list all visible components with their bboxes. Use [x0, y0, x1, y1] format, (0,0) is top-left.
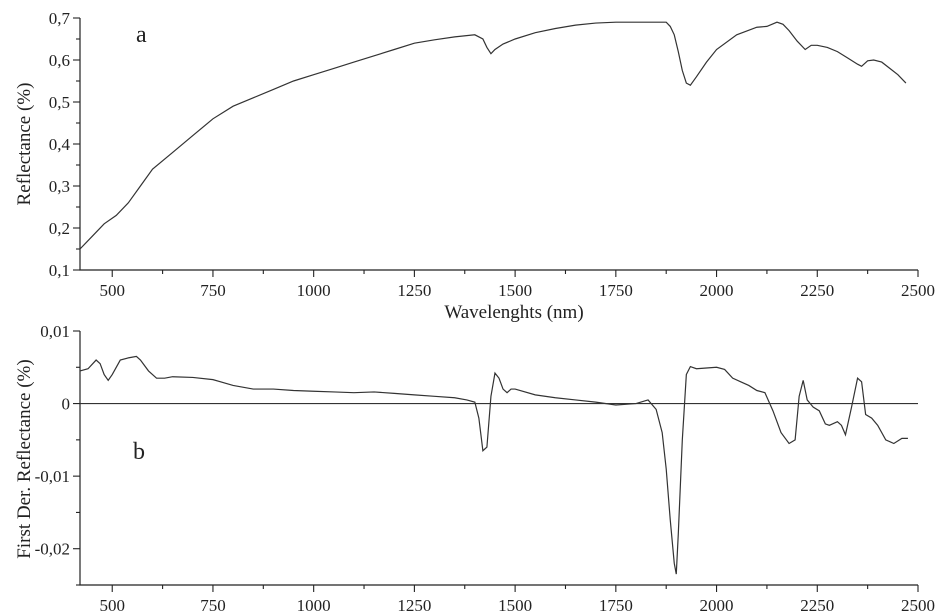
a-x-tick-label: 1500 [498, 281, 532, 300]
a-x-tick-label: 1250 [397, 281, 431, 300]
derivative-y-ticks: 0,01 0 -0,01 -0,02 [35, 322, 80, 586]
b-y-tick-label: 0,01 [40, 322, 70, 341]
reflectance-panel: 0,1 0,2 0,3 0,4 0,5 0,6 0,7 500 750 1000 1250 1500… [14, 9, 935, 323]
a-x-tick-label: 2000 [700, 281, 734, 300]
reflectance-series-line [79, 21, 907, 250]
a-y-tick-label: 0,1 [49, 261, 70, 280]
a-x-tick-label: 750 [200, 281, 226, 300]
derivative-y-axis-title: First Der. Reflectance (%) [14, 359, 35, 558]
first-derivative-panel: 0,01 0 -0,01 -0,02 500 750 1000 1250 1500 1750 20… [14, 322, 935, 615]
b-x-tick-label: 1500 [498, 596, 532, 615]
derivative-x-ticks: 500 750 1000 1250 1500 1750 2000 2250 2500 [99, 585, 935, 615]
reflectance-y-ticks: 0,1 0,2 0,3 0,4 0,5 0,6 0,7 [49, 9, 80, 280]
a-x-tick-label: 2250 [800, 281, 834, 300]
b-x-tick-label: 750 [200, 596, 226, 615]
a-x-tick-label: 1750 [599, 281, 633, 300]
a-x-tick-label: 2500 [901, 281, 935, 300]
reflectance-axes [79, 18, 918, 271]
a-y-tick-label: 0,6 [49, 51, 70, 70]
b-y-tick-label: -0,02 [35, 540, 70, 559]
a-y-tick-label: 0,3 [49, 177, 70, 196]
b-x-tick-label: 2500 [901, 596, 935, 615]
b-x-tick-label: 1250 [397, 596, 431, 615]
panel-label-b: b [133, 439, 145, 465]
a-y-tick-label: 0,2 [49, 219, 70, 238]
b-x-tick-label: 2250 [800, 596, 834, 615]
b-y-tick-label: 0 [62, 395, 71, 414]
a-y-tick-label: 0,7 [49, 9, 71, 28]
derivative-axes [79, 331, 918, 586]
b-x-tick-label: 500 [99, 596, 125, 615]
a-x-tick-label: 500 [99, 281, 125, 300]
a-y-tick-label: 0,5 [49, 93, 70, 112]
a-y-tick-label: 0,4 [49, 135, 71, 154]
wavelength-x-axis-title: Wavelenghts (nm) [444, 302, 583, 323]
panel-label-a: a [136, 22, 147, 48]
reflectance-y-axis-title: Reflectance (%) [14, 83, 35, 206]
b-x-tick-label: 2000 [700, 596, 734, 615]
b-y-tick-label: -0,01 [35, 467, 70, 486]
b-x-tick-label: 1000 [297, 596, 331, 615]
reflectance-x-ticks: 500 750 1000 1250 1500 1750 2000 2250 2500 [99, 270, 935, 300]
b-x-tick-label: 1750 [599, 596, 633, 615]
a-x-tick-label: 1000 [297, 281, 331, 300]
first-derivative-series-line [79, 355, 908, 575]
